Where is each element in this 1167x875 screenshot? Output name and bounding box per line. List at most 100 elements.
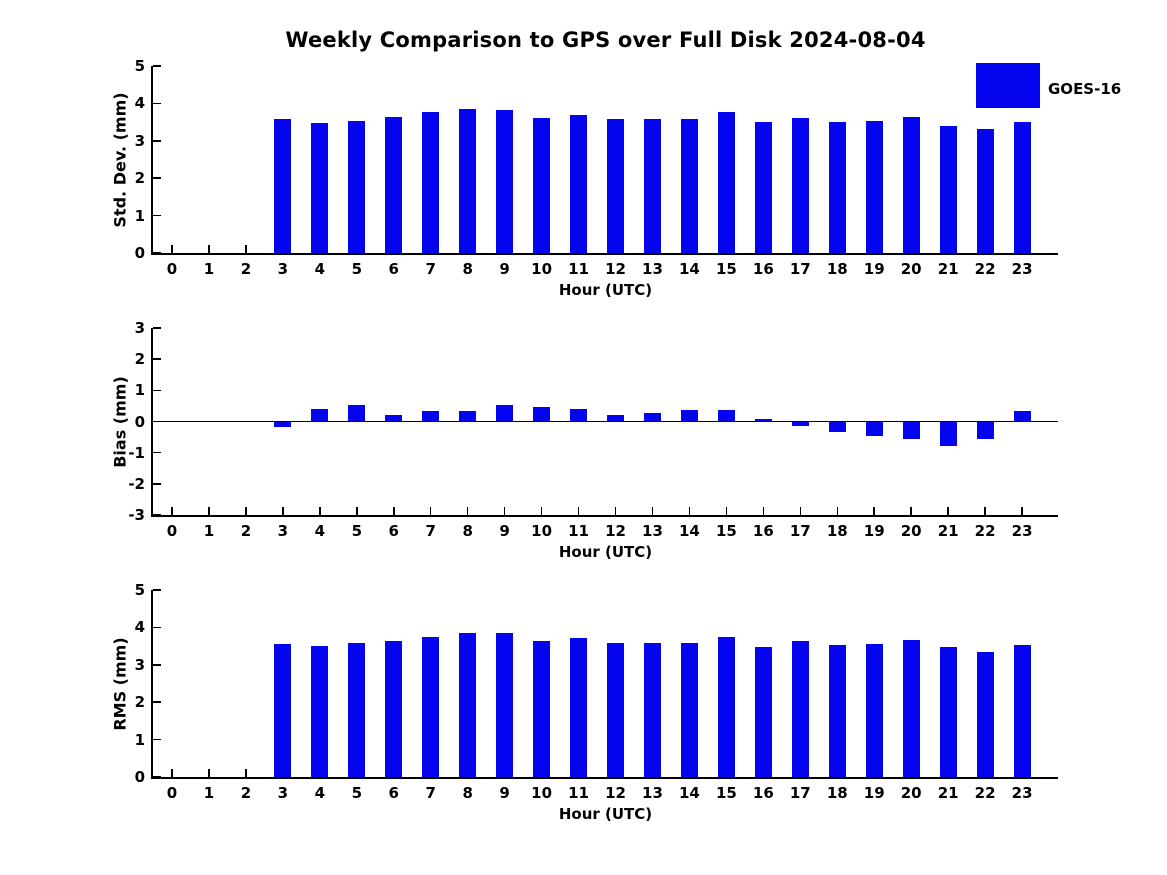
rms-bar-h8	[459, 633, 477, 777]
bias-x-tick-label: 12	[605, 522, 626, 540]
bias-bar-h13	[643, 413, 661, 422]
bias-bar-h10	[533, 406, 551, 422]
bias-bar-h17	[791, 421, 809, 427]
bias-xlabel: Hour (UTC)	[558, 543, 653, 561]
rms-x-tick-label: 23	[1011, 784, 1033, 802]
bias-x-tick	[319, 507, 321, 515]
std-dev-x-tick-label: 9	[499, 260, 510, 278]
std-dev-bar-h19	[865, 120, 883, 253]
bias-x-tick-label: 0	[166, 522, 178, 540]
bias-x-tick-label: 3	[277, 522, 289, 540]
rms-y-tick	[153, 589, 161, 591]
bias-zero-line	[153, 420, 1058, 423]
bias-bar-h21	[939, 421, 957, 447]
bias-bar-h15	[717, 409, 735, 422]
std-dev-ylabel: Std. Dev. (mm)	[110, 91, 129, 228]
bias-x-tick-label: 2	[240, 522, 252, 540]
rms-y-tick	[153, 701, 161, 703]
bias-x-tick-label: 4	[314, 522, 326, 540]
bias-x-tick	[393, 507, 395, 515]
bias-x-tick-label: 23	[1011, 522, 1033, 540]
bias-x-tick-label: 1	[203, 522, 215, 540]
bias-y-tick	[153, 483, 161, 485]
bias-x-tick-label: 20	[900, 522, 922, 540]
bias-x-tick-label: 13	[642, 522, 663, 540]
rms-x-tick-label: 12	[605, 784, 626, 802]
std-dev-x-tick-label: 19	[863, 260, 885, 278]
std-dev-x-tick-label: 10	[531, 260, 553, 278]
rms-y-tick	[153, 664, 161, 666]
std-dev-y-axis	[151, 66, 153, 255]
bias-x-tick-label: 17	[789, 522, 811, 540]
rms-bar-h22	[976, 651, 994, 777]
std-dev-x-tick-label: 17	[789, 260, 811, 278]
bias-bar-h22	[976, 421, 994, 440]
bias-x-tick	[762, 507, 765, 515]
std-dev-bar-h21	[939, 125, 957, 253]
rms-bar-h15	[717, 636, 735, 777]
rms-y-tick-label: 5	[134, 581, 145, 599]
std-dev-y-tick-label: 5	[134, 57, 145, 75]
bias-bar-h7	[422, 411, 440, 422]
std-dev-x-tick-label: 23	[1011, 260, 1033, 278]
std-dev-x-tick-label: 21	[937, 260, 959, 278]
bias-x-tick	[725, 507, 728, 515]
rms-x-tick-label: 21	[937, 784, 959, 802]
std-dev-bar-h10	[533, 117, 551, 253]
bias-x-tick	[540, 507, 543, 515]
rms-x-tick-label: 1	[203, 784, 215, 802]
bias-x-tick-label: 18	[826, 522, 848, 540]
chart-title: Weekly Comparison to GPS over Full Disk …	[285, 28, 926, 52]
bias-y-tick-label: -3	[128, 506, 145, 524]
bias-y-tick	[153, 327, 161, 329]
rms-x-tick-label: 20	[900, 784, 922, 802]
rms-bar-h9	[496, 632, 514, 777]
bias-x-tick-label: 15	[715, 522, 737, 540]
rms-bar-h7	[422, 636, 440, 777]
bias-bar-h9	[496, 405, 514, 422]
rms-bar-h16	[754, 646, 772, 777]
bias-x-tick	[651, 507, 654, 515]
rms-y-tick-label: 4	[134, 618, 145, 637]
rms-bar-h20	[902, 639, 920, 777]
rms-y-tick-label: 0	[134, 768, 145, 786]
std-dev-bar-h6	[385, 117, 403, 253]
std-dev-bar-h15	[717, 112, 735, 253]
std-dev-y-tick	[153, 177, 161, 179]
rms-bar-h17	[791, 641, 809, 777]
bias-y-tick-label: -1	[128, 443, 145, 462]
std-dev-x-tick-label: 14	[679, 260, 700, 278]
rms-x-tick-label: 5	[351, 784, 363, 802]
std-dev-bar-h14	[680, 119, 698, 253]
rms-bar-h23	[1013, 645, 1031, 777]
rms-bar-h4	[311, 645, 329, 777]
rms-xlabel: Hour (UTC)	[558, 805, 653, 823]
bias-bar-h6	[385, 415, 403, 422]
rms-bar-h10	[533, 640, 551, 777]
std-dev-bar-h3	[274, 119, 292, 253]
std-dev-y-tick-label: 4	[134, 94, 145, 113]
rms-x-tick-label: 10	[531, 784, 553, 802]
rms-x-tick-label: 13	[642, 784, 663, 802]
std-dev-y-tick	[153, 140, 161, 142]
rms-x-tick-label: 17	[789, 784, 811, 802]
std-dev-bar-h13	[643, 119, 661, 253]
rms-bar-h13	[643, 642, 661, 777]
bias-x-tick-label: 6	[388, 522, 399, 540]
std-dev-x-tick	[171, 245, 173, 253]
std-dev-x-tick-label: 16	[752, 260, 774, 278]
std-dev-bar-h16	[754, 122, 772, 253]
bias-bar-h3	[274, 421, 292, 428]
bias-x-tick-label: 5	[351, 522, 363, 540]
bias-x-tick	[466, 507, 469, 515]
bias-x-tick	[984, 507, 986, 515]
std-dev-x-tick-label: 1	[203, 260, 215, 278]
bias-x-tick	[208, 507, 210, 515]
bias-x-tick	[1021, 507, 1023, 515]
bias-x-tick-label: 21	[937, 522, 959, 540]
bias-bar-h12	[607, 414, 625, 422]
rms-x-tick-label: 6	[388, 784, 399, 802]
bias-bar-h11	[570, 409, 588, 422]
std-dev-x-tick-label: 8	[462, 260, 473, 278]
bias-bar-h4	[311, 409, 329, 422]
